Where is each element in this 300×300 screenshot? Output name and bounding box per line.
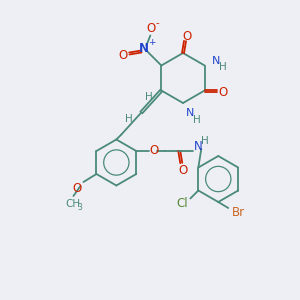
Text: O: O: [119, 49, 128, 62]
Text: O: O: [150, 145, 159, 158]
Text: Cl: Cl: [176, 197, 188, 210]
Text: -: -: [155, 19, 159, 28]
Text: N: N: [186, 108, 194, 118]
Text: H: H: [219, 62, 226, 73]
Text: O: O: [147, 22, 156, 35]
Text: +: +: [148, 38, 155, 47]
Text: N: N: [139, 42, 149, 55]
Text: H: H: [201, 136, 209, 146]
Text: O: O: [73, 182, 82, 194]
Text: O: O: [182, 29, 192, 43]
Text: O: O: [218, 86, 227, 99]
Text: H: H: [125, 113, 133, 124]
Text: CH: CH: [66, 199, 81, 209]
Text: H: H: [146, 92, 153, 101]
Text: H: H: [193, 115, 201, 125]
Text: Br: Br: [232, 206, 245, 218]
Text: N: N: [212, 56, 220, 67]
Text: O: O: [178, 164, 188, 176]
Text: 3: 3: [77, 202, 82, 211]
Text: N: N: [194, 140, 203, 154]
